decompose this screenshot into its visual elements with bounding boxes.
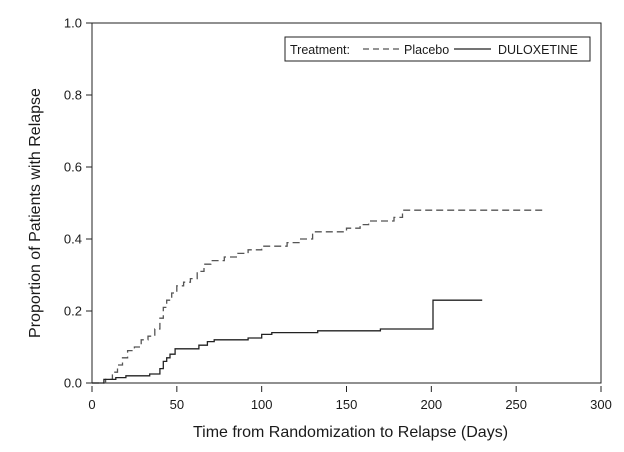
x-tick-label: 150 xyxy=(336,397,358,412)
x-axis: 0 50 100 150 200 250 300 xyxy=(88,386,612,412)
y-tick-label: 0.8 xyxy=(64,88,82,103)
x-tick-label: 300 xyxy=(590,397,612,412)
x-tick-label: 0 xyxy=(88,397,95,412)
y-tick-label: 0.2 xyxy=(64,304,82,319)
y-tick-label: 1.0 xyxy=(64,16,82,31)
series-layer xyxy=(92,209,544,384)
legend-box xyxy=(284,36,591,62)
x-tick-label: 200 xyxy=(420,397,442,412)
y-tick-label: 0.4 xyxy=(64,232,82,247)
x-axis-title: Time from Randomization to Relapse (Days… xyxy=(193,424,508,441)
x-tick-label: 100 xyxy=(251,397,273,412)
y-tick-label: 0.0 xyxy=(64,376,82,391)
y-axis-title: Proportion of Patients with Relapse xyxy=(27,88,44,338)
series-line-placebo xyxy=(92,209,544,384)
plot-area-frame xyxy=(91,22,602,384)
legend-label-duloxetine: DULOXETINE xyxy=(498,43,578,57)
x-tick-label: 250 xyxy=(505,397,527,412)
series-line-duloxetine xyxy=(92,299,483,384)
legend-title: Treatment: xyxy=(290,43,350,57)
y-tick-label: 0.6 xyxy=(64,160,82,175)
legend-label-placebo: Placebo xyxy=(404,43,449,57)
legend: Treatment: Placebo DULOXETINE xyxy=(284,36,591,62)
x-tick-label: 50 xyxy=(170,397,184,412)
y-axis: 0.0 0.2 0.4 0.6 0.8 1.0 xyxy=(64,16,92,391)
